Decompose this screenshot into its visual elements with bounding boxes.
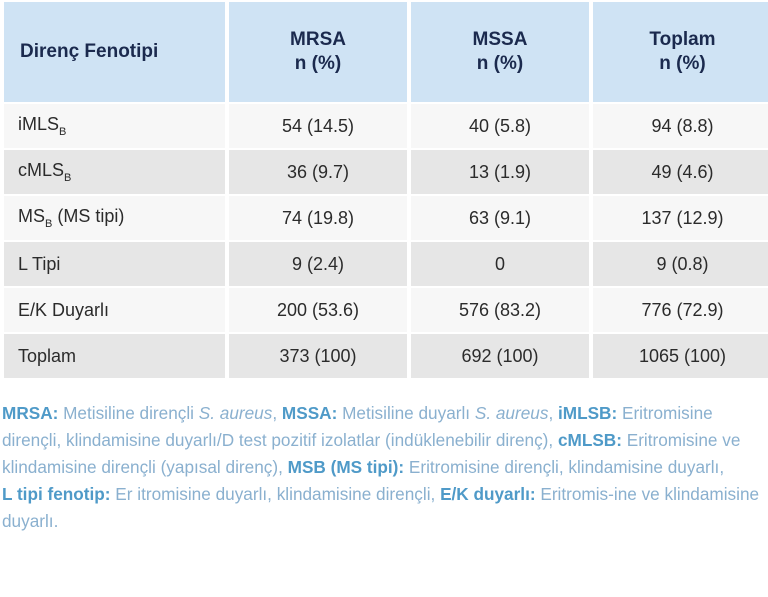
total-cell: 94 (8.8) [593, 104, 768, 148]
mssa-cell: 576 (83.2) [411, 288, 589, 332]
table-row: Toplam 373 (100) 692 (100) 1065 (100) [4, 334, 768, 378]
note-term-mrsa: MRSA: [2, 403, 59, 423]
table-row: cMLSB 36 (9.7) 13 (1.9) 49 (4.6) [4, 150, 768, 194]
note-species: S. aureus [474, 403, 549, 423]
total-cell: 776 (72.9) [593, 288, 768, 332]
total-cell: 137 (12.9) [593, 196, 768, 240]
note-term-msb: MSB (MS tipi): [287, 457, 405, 477]
note-def-imlsb: Eritromisine dirençli, klindamisine duya… [2, 403, 713, 450]
header-mrsa: MRSA n (%) [229, 2, 407, 102]
mrsa-cell: 54 (14.5) [229, 104, 407, 148]
mrsa-cell: 74 (19.8) [229, 196, 407, 240]
note-def-l-tipi: Er itromisine duyarlı, klindamisine dire… [110, 484, 441, 504]
note-def-cmlsb: Eritromisine ve klindamisine dirençli (y… [2, 430, 741, 477]
note-term-l-tipi: L tipi fenotip: [2, 484, 111, 504]
total-cell: 1065 (100) [593, 334, 768, 378]
note-def-mssa: Metisiline duyarlı [337, 403, 475, 423]
row-label: E/K Duyarlı [4, 288, 225, 332]
mssa-cell: 692 (100) [411, 334, 589, 378]
note-def-mrsa: Metisiline dirençli [58, 403, 199, 423]
table-footnote: MRSA: Metisiline dirençli S. aureus, MSS… [2, 403, 760, 531]
total-cell: 9 (0.8) [593, 242, 768, 286]
mssa-cell: 40 (5.8) [411, 104, 589, 148]
header-total: Toplam n (%) [593, 2, 768, 102]
mrsa-cell: 373 (100) [229, 334, 407, 378]
note-term-mssa: MSSA: [281, 403, 338, 423]
mrsa-cell: 9 (2.4) [229, 242, 407, 286]
mrsa-cell: 200 (53.6) [229, 288, 407, 332]
row-label: iMLSB [4, 104, 225, 148]
row-label: Toplam [4, 334, 225, 378]
resistance-phenotype-table: Direnç Fenotipi MRSA n (%) MSSA n (%) Topl… [4, 2, 768, 378]
note-term-imlsb: iMLSB: [558, 403, 618, 423]
row-label: MSB (MS tipi) [4, 196, 225, 240]
header-mssa: MSSA n (%) [411, 2, 589, 102]
row-label: cMLSB [4, 150, 225, 194]
mssa-cell: 63 (9.1) [411, 196, 589, 240]
note-def-msb: Eritromisine dirençli, klindamisine duya… [404, 457, 725, 477]
mrsa-cell: 36 (9.7) [229, 150, 407, 194]
note-species: S. aureus [198, 403, 273, 423]
table-row: iMLSB 54 (14.5) 40 (5.8) 94 (8.8) [4, 104, 768, 148]
header-phenotype: Direnç Fenotipi [4, 2, 225, 102]
note-def-ek: Eritromis-ine ve klindamisine duyarlı. [2, 484, 760, 531]
table-row: MSB (MS tipi) 74 (19.8) 63 (9.1) 137 (12… [4, 196, 768, 240]
table-row: E/K Duyarlı 200 (53.6) 576 (83.2) 776 (7… [4, 288, 768, 332]
total-cell: 49 (4.6) [593, 150, 768, 194]
mssa-cell: 13 (1.9) [411, 150, 589, 194]
note-term-ek: E/K duyarlı: [440, 484, 536, 504]
mssa-cell: 0 [411, 242, 589, 286]
table-header-row: Direnç Fenotipi MRSA n (%) MSSA n (%) Topl… [4, 2, 768, 102]
row-label: L Tipi [4, 242, 225, 286]
table-row: L Tipi 9 (2.4) 0 9 (0.8) [4, 242, 768, 286]
note-term-cmlsb: cMLSB: [557, 430, 622, 450]
